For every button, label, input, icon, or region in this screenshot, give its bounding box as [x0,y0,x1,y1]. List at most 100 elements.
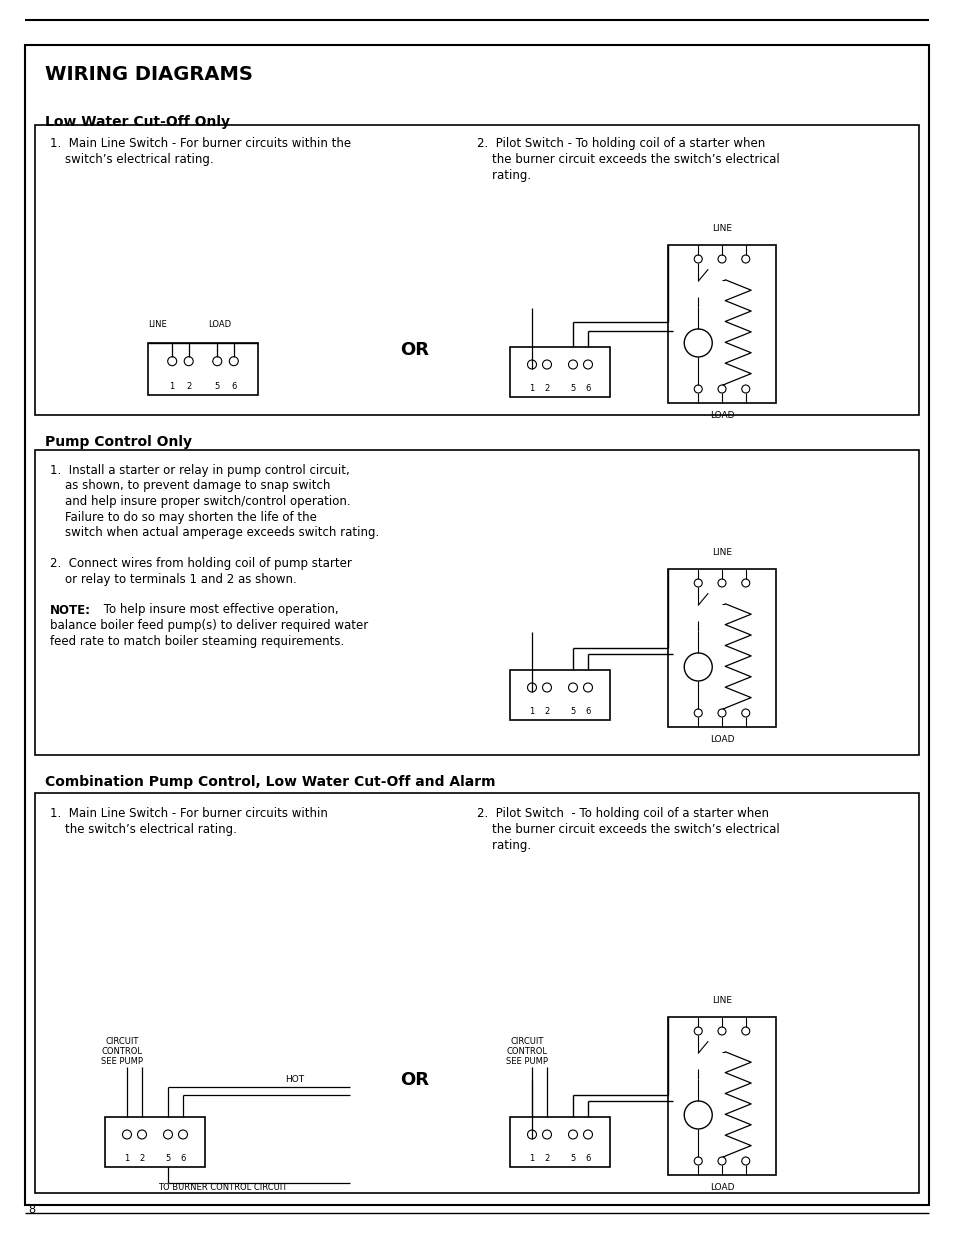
Circle shape [229,357,238,366]
Text: CONTROL: CONTROL [506,1047,547,1056]
Text: rating.: rating. [476,169,531,182]
Bar [510,1116,609,1167]
Text: 2.  Connect wires from holding coil of pump starter: 2. Connect wires from holding coil of pu… [50,557,352,571]
Circle shape [741,254,749,263]
Text: Combination Pump Control, Low Water Cut-Off and Alarm: Combination Pump Control, Low Water Cut-… [45,776,495,789]
Circle shape [178,1130,188,1139]
Text: balance boiler feed pump(s) to deliver required water: balance boiler feed pump(s) to deliver r… [50,619,368,632]
Bar [148,343,257,395]
Circle shape [694,1157,701,1165]
Text: 1.  Main Line Switch - For burner circuits within the: 1. Main Line Switch - For burner circuit… [50,137,351,149]
Text: Pump Control Only: Pump Control Only [45,435,192,450]
Circle shape [213,357,221,366]
Circle shape [568,1130,577,1139]
Text: 1: 1 [529,1153,534,1163]
Text: 6: 6 [585,1153,590,1163]
Circle shape [568,683,577,692]
Circle shape [741,1028,749,1035]
Circle shape [694,254,701,263]
Text: WIRING DIAGRAMS: WIRING DIAGRAMS [45,65,253,84]
Text: SEE PUMP: SEE PUMP [101,1057,143,1066]
Circle shape [741,385,749,393]
Bar [667,1016,775,1174]
Circle shape [583,683,592,692]
Circle shape [568,359,577,369]
Text: 2: 2 [139,1153,145,1163]
Text: 2: 2 [544,1153,549,1163]
Text: OR: OR [400,1071,429,1089]
Circle shape [583,1130,592,1139]
Circle shape [683,653,712,680]
Text: 6: 6 [585,706,590,716]
Circle shape [741,1157,749,1165]
Circle shape [694,1028,701,1035]
Circle shape [527,359,536,369]
Text: 1: 1 [529,706,534,716]
Text: 5: 5 [570,1153,575,1163]
Bar [667,245,775,403]
Circle shape [527,683,536,692]
Circle shape [741,709,749,718]
Circle shape [718,709,725,718]
Circle shape [527,1130,536,1139]
Text: OR: OR [400,341,429,359]
Circle shape [168,357,176,366]
Text: rating.: rating. [476,839,531,852]
Circle shape [542,359,551,369]
Text: the burner circuit exceeds the switch’s electrical: the burner circuit exceeds the switch’s … [476,153,779,165]
Bar [105,1116,205,1167]
Text: Failure to do so may shorten the life of the: Failure to do so may shorten the life of… [50,510,316,524]
Text: CIRCUIT: CIRCUIT [105,1037,138,1046]
Bar [667,569,775,727]
Text: 6: 6 [231,382,236,391]
Text: and help insure proper switch/control operation.: and help insure proper switch/control op… [50,495,351,508]
Circle shape [163,1130,172,1139]
Circle shape [718,254,725,263]
Circle shape [542,1130,551,1139]
Circle shape [683,1100,712,1129]
Text: SEE PUMP: SEE PUMP [505,1057,547,1066]
Text: LINE: LINE [711,224,731,233]
Bar [35,450,918,755]
Text: switch when actual amperage exceeds switch rating.: switch when actual amperage exceeds swit… [50,526,379,538]
Bar [510,671,609,720]
Text: LOAD: LOAD [709,411,734,420]
Circle shape [184,357,193,366]
Circle shape [137,1130,147,1139]
Text: LINE: LINE [711,995,731,1005]
Text: 1: 1 [170,382,174,391]
Text: 5: 5 [165,1153,171,1163]
Text: or relay to terminals 1 and 2 as shown.: or relay to terminals 1 and 2 as shown. [50,573,296,585]
Text: 2: 2 [544,706,549,716]
Circle shape [694,709,701,718]
Text: switch’s electrical rating.: switch’s electrical rating. [50,153,213,165]
Text: CONTROL: CONTROL [101,1047,142,1056]
Text: 5: 5 [570,706,575,716]
Text: 2.  Pilot Switch - To holding coil of a starter when: 2. Pilot Switch - To holding coil of a s… [476,137,764,149]
Text: LINE: LINE [711,548,731,557]
Bar [35,793,918,1193]
Text: LOAD: LOAD [209,320,232,329]
Text: 1: 1 [124,1153,130,1163]
Circle shape [741,579,749,587]
Circle shape [718,1028,725,1035]
Text: LINE: LINE [148,320,167,329]
Text: 8: 8 [28,1205,35,1215]
Circle shape [694,385,701,393]
Text: 2: 2 [544,384,549,393]
Text: Low Water Cut-Off Only: Low Water Cut-Off Only [45,115,230,128]
Text: To help insure most effective operation,: To help insure most effective operation, [100,604,338,616]
Bar [35,125,918,415]
Text: 1: 1 [529,384,534,393]
Text: HOT: HOT [285,1074,304,1084]
Circle shape [122,1130,132,1139]
Text: NOTE:: NOTE: [50,604,91,616]
Text: 5: 5 [214,382,220,391]
Text: 1.  Main Line Switch - For burner circuits within: 1. Main Line Switch - For burner circuit… [50,806,328,820]
Circle shape [583,359,592,369]
Text: feed rate to match boiler steaming requirements.: feed rate to match boiler steaming requi… [50,635,344,647]
Text: LOAD: LOAD [709,1183,734,1192]
Text: the switch’s electrical rating.: the switch’s electrical rating. [50,823,236,836]
Text: 5: 5 [570,384,575,393]
Text: LOAD: LOAD [709,735,734,743]
